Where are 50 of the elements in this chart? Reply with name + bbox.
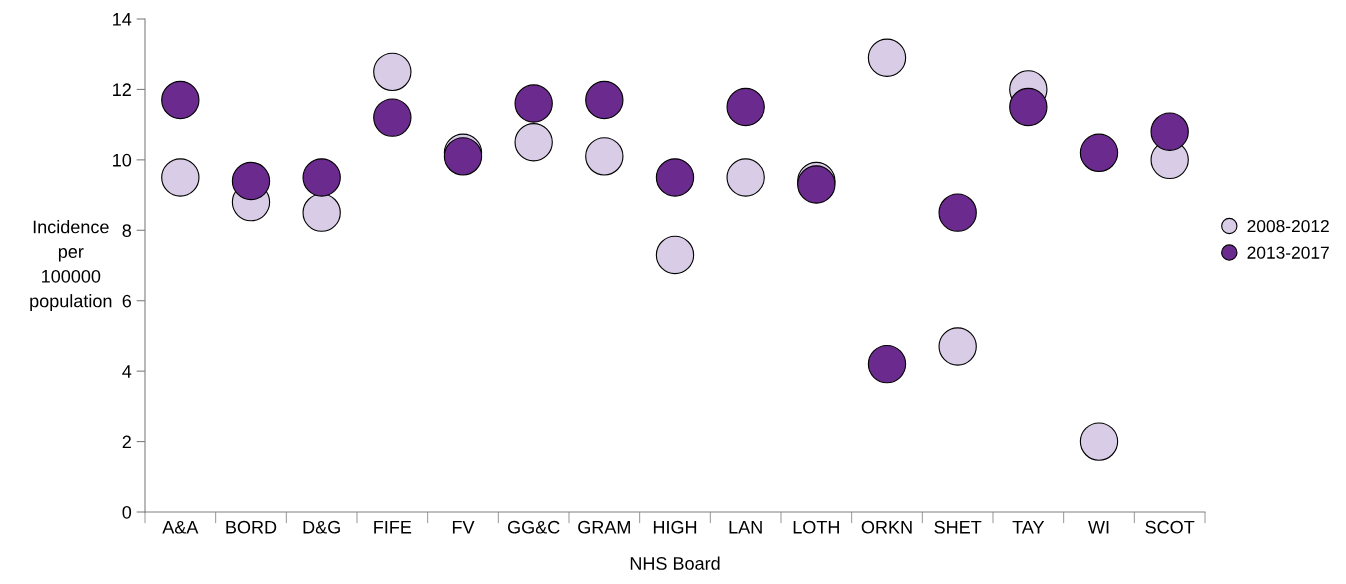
point <box>867 38 907 77</box>
point <box>161 158 200 197</box>
x-tick-label: FV <box>452 521 475 534</box>
point <box>938 327 977 366</box>
point <box>231 161 271 201</box>
x-tick-label: SHET <box>934 520 982 534</box>
point <box>585 137 624 176</box>
x-tick-label: HIGH <box>653 520 697 534</box>
y-tick-label: 4 <box>122 365 132 378</box>
x-tick-label: SCOT <box>1145 520 1195 534</box>
y-tick-label: 0 <box>122 505 132 519</box>
point <box>514 123 553 162</box>
point <box>302 193 341 232</box>
y-tick-label: 8 <box>122 224 132 238</box>
point <box>1079 422 1119 461</box>
point <box>655 158 695 197</box>
x-tick-label: LOTH <box>793 520 839 534</box>
point <box>726 158 765 197</box>
point <box>161 80 200 120</box>
point <box>867 344 907 384</box>
legend-label: 2013-2017 <box>1247 246 1329 259</box>
x-tick-label: BORD <box>226 520 277 534</box>
y-tick-label: 6 <box>122 294 132 308</box>
legend-label: 2008-2012 <box>1247 219 1329 233</box>
x-tick-label: WI <box>1088 521 1109 534</box>
point <box>1009 87 1048 127</box>
point <box>302 158 341 197</box>
x-tick-label: LAN <box>729 521 762 534</box>
x-axis-title: NHS Board <box>630 556 720 570</box>
y-tick-label: 12 <box>113 83 131 96</box>
point <box>655 235 695 275</box>
point <box>373 98 412 137</box>
point <box>373 52 412 92</box>
x-tick-label: FIFE <box>374 521 412 534</box>
x-tick-label: GRAM <box>578 520 630 534</box>
point <box>585 80 624 120</box>
x-tick-label: A&A <box>162 520 199 534</box>
point <box>726 87 765 127</box>
point <box>1079 133 1119 173</box>
point <box>1150 112 1189 151</box>
point <box>514 84 553 123</box>
point <box>938 193 977 232</box>
x-tick-label: GG&C <box>507 520 560 534</box>
y-axis-title: Incidence per 100000 population <box>30 220 112 311</box>
x-tick-label: TAY <box>1012 521 1045 534</box>
y-tick-label: 2 <box>122 435 131 449</box>
y-tick-label: 10 <box>113 153 132 167</box>
x-tick-label: D&G <box>303 520 340 534</box>
x-tick-label: ORKN <box>861 520 912 534</box>
y-tick-label: 14 <box>113 13 132 26</box>
